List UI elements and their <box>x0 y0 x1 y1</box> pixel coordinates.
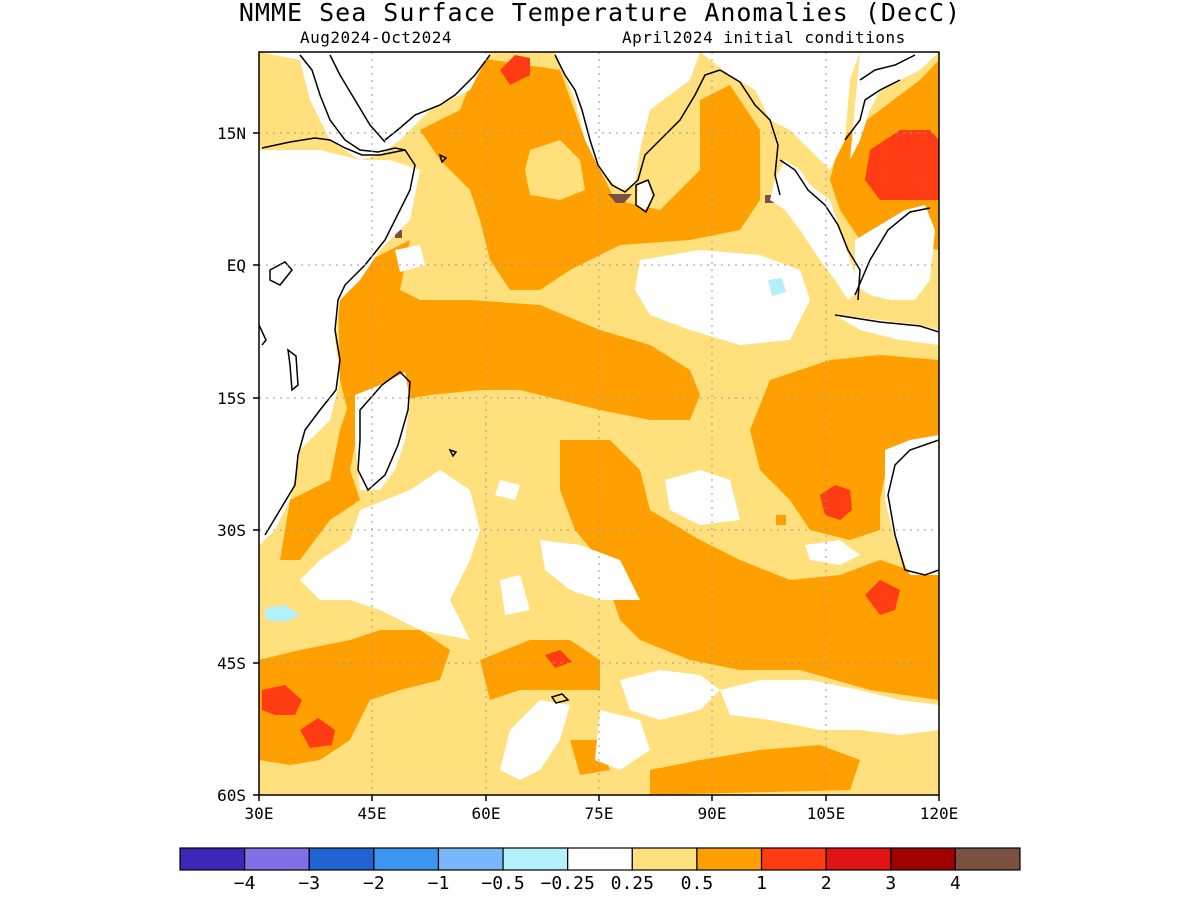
colorbar-label: −0.25 <box>541 873 595 894</box>
colorbar-label: 1 <box>756 873 767 894</box>
colorbar-swatch <box>631 847 698 871</box>
anomaly-light-inclusions <box>525 140 830 200</box>
lat-label: 15S <box>217 389 246 408</box>
colorbar-label: 3 <box>885 873 896 894</box>
colorbar-label: 0.5 <box>681 873 714 894</box>
lat-label: 30S <box>217 521 246 540</box>
colorbar-swatch <box>308 847 375 871</box>
colorbar <box>179 847 1021 871</box>
colorbar-label: 2 <box>821 873 832 894</box>
longitude-labels: 30E 45E 60E 75E 90E 105E 120E <box>245 804 959 823</box>
colorbar-swatch <box>502 847 569 871</box>
anomaly-white-regions <box>300 245 939 780</box>
colorbar-labels: −4 −3 −2 −1 −0.5 −0.25 0.25 0.5 1 2 3 4 <box>234 873 961 894</box>
lon-label: 60E <box>472 804 501 823</box>
initial-conditions-subtitle: April2024 initial conditions <box>622 28 906 47</box>
lon-label: 75E <box>585 804 614 823</box>
colorbar-label: 4 <box>950 873 961 894</box>
anomaly-orange-regions <box>259 58 939 795</box>
colorbar-label: −4 <box>234 873 256 894</box>
colorbar-label: 0.25 <box>611 873 654 894</box>
lat-label: 45S <box>217 654 246 673</box>
colorbar-swatch <box>760 847 827 871</box>
land-masses <box>259 52 939 575</box>
anomaly-red-regions <box>262 55 939 748</box>
colorbar-swatch <box>567 847 633 871</box>
chart-title: NMME Sea Surface Temperature Anomalies (… <box>238 0 962 27</box>
lat-label: 60S <box>217 786 246 805</box>
coastlines <box>259 54 939 704</box>
lon-label: 120E <box>920 804 959 823</box>
colorbar-swatch <box>954 847 1021 871</box>
lon-label: 90E <box>698 804 727 823</box>
anomaly-field <box>259 52 939 795</box>
anomaly-lightblue-regions <box>265 278 786 622</box>
lat-label: EQ <box>227 256 246 275</box>
colorbar-swatch <box>179 847 246 871</box>
colorbar-swatch <box>696 847 763 871</box>
period-subtitle: Aug2024-Oct2024 <box>300 28 452 47</box>
axis-ticks <box>253 132 940 801</box>
colorbar-label: −3 <box>298 873 320 894</box>
graticule-grid <box>259 52 939 795</box>
latitude-labels: 15N EQ 15S 30S 45S 60S <box>217 124 246 805</box>
lon-label: 105E <box>807 804 846 823</box>
colorbar-label: −2 <box>363 873 385 894</box>
colorbar-swatch <box>373 847 440 871</box>
colorbar-swatch <box>825 847 892 871</box>
colorbar-label: −0.5 <box>481 873 524 894</box>
lon-label: 45E <box>358 804 387 823</box>
colorbar-label: −1 <box>428 873 450 894</box>
lat-label: 15N <box>217 124 246 143</box>
colorbar-swatch <box>437 847 504 871</box>
colorbar-swatch <box>890 847 956 871</box>
colorbar-swatch <box>244 847 310 871</box>
lon-label: 30E <box>245 804 274 823</box>
